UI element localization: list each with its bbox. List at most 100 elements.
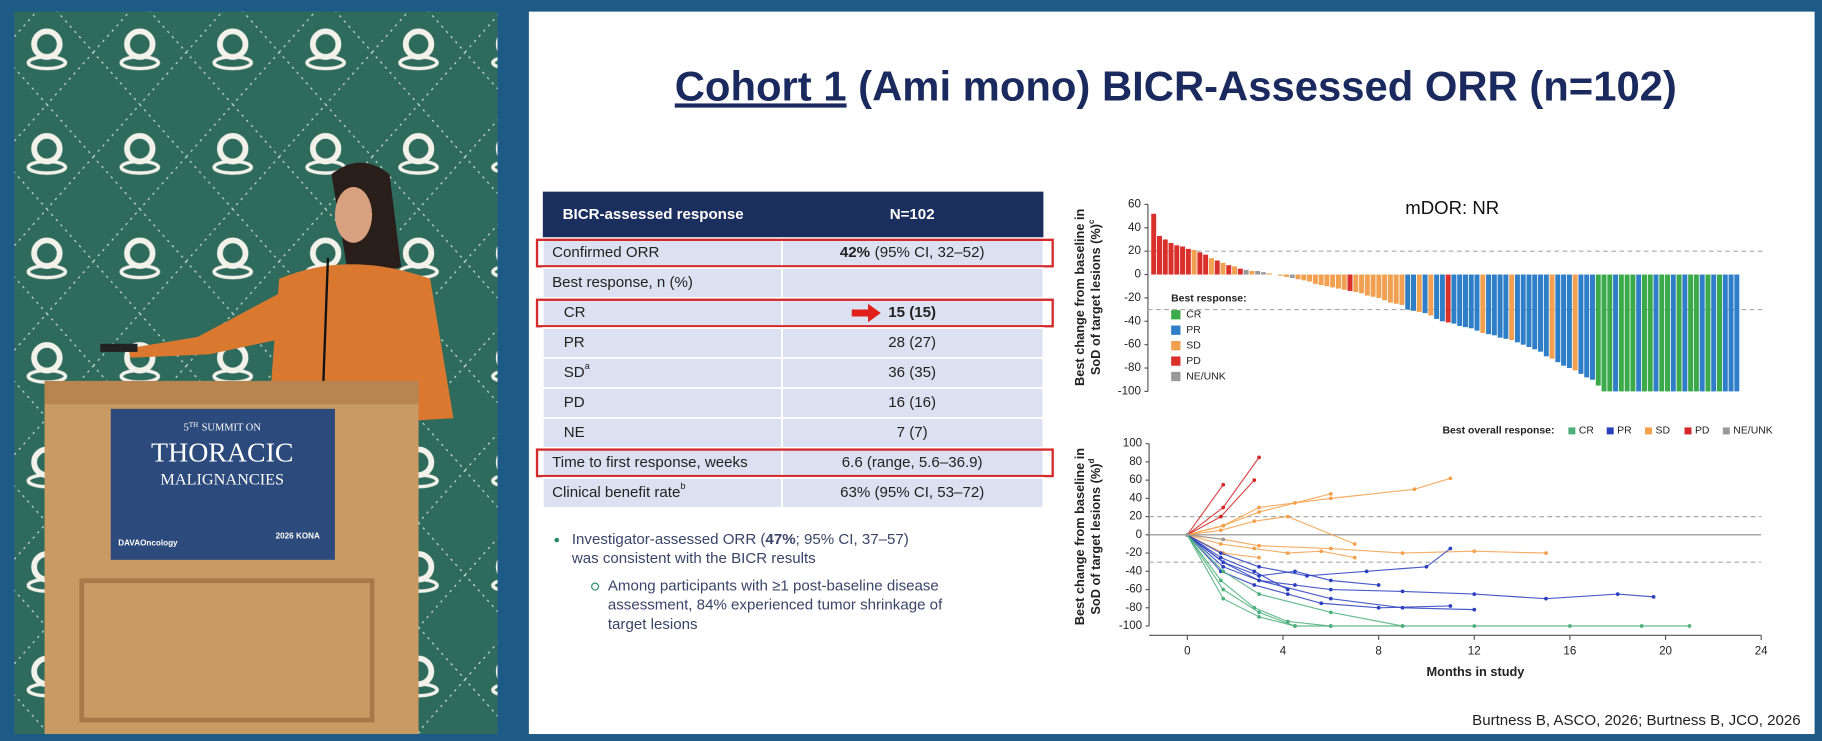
spider-point: [1651, 594, 1656, 599]
bar: [1693, 274, 1699, 392]
spider-point: [1293, 569, 1297, 574]
table-header: BICR-assessed response: [563, 206, 744, 223]
sign-badge: 2026 KONA: [276, 532, 320, 541]
bar: [1607, 274, 1613, 392]
bar: [1162, 239, 1168, 275]
spider-point: [1448, 604, 1453, 608]
row-value: 42% (95% CI, 32–52): [840, 244, 985, 261]
bar: [1474, 274, 1480, 331]
value-text: 42%: [840, 244, 871, 261]
legend-label: NE/UNK: [1186, 371, 1225, 382]
spider-point: [1328, 578, 1333, 583]
bar: [1151, 213, 1157, 275]
bar: [1543, 274, 1549, 357]
legend-swatch: [1171, 356, 1181, 366]
bar: [1434, 274, 1440, 319]
spider-point: [1448, 546, 1453, 551]
y-label-line: Best change from baseline in: [1072, 209, 1087, 386]
value-text: 28 (27): [888, 334, 936, 351]
spider-point: [1472, 549, 1477, 554]
y-tick-label: -20: [1124, 291, 1141, 304]
bar: [1318, 274, 1324, 286]
spider-point: [1252, 569, 1257, 574]
bar: [1572, 274, 1578, 371]
sign-line2: THORACIC: [151, 438, 293, 469]
bar: [1393, 274, 1399, 304]
spider-point: [1424, 564, 1429, 569]
spider-point: [1221, 560, 1226, 565]
y-tick-label: 100: [1123, 437, 1142, 450]
row-label: Best response, n (%): [552, 274, 693, 291]
spider-point: [1257, 510, 1261, 514]
spider-point: [1615, 592, 1620, 596]
bar: [1636, 274, 1642, 392]
spider-point: [1221, 505, 1226, 510]
spider-point: [1221, 569, 1226, 574]
podium-top: [44, 380, 419, 405]
y-label-sup: d: [1087, 459, 1096, 464]
spider-point: [1257, 564, 1261, 569]
bar: [1457, 274, 1463, 326]
row-value: 7 (7): [897, 424, 928, 441]
value-text: 16 (16): [888, 394, 936, 411]
bar: [1289, 274, 1295, 279]
y-tick-label: 60: [1128, 197, 1141, 210]
y-label-line: Best change from baseline in: [1072, 448, 1087, 625]
spider-line: [1187, 534, 1355, 559]
spider-point: [1328, 496, 1333, 501]
y-tick-label: -100: [1118, 384, 1141, 397]
table-cell: [541, 387, 783, 419]
row-value: 16 (16): [888, 394, 936, 411]
bar: [1665, 274, 1671, 392]
row-value: 36 (35): [888, 364, 936, 381]
spider-point: [1285, 619, 1290, 624]
spider-point: [1218, 578, 1223, 583]
bar: [1705, 274, 1711, 392]
face: [334, 186, 373, 243]
sub-bullet: [591, 582, 600, 591]
spider-point: [1328, 610, 1333, 615]
spider-point: [1352, 542, 1357, 546]
row-label: PR: [564, 334, 585, 351]
table-header-bg: [542, 191, 1044, 239]
spider-point: [1328, 624, 1333, 628]
bar: [1734, 274, 1740, 392]
spider-point: [1376, 583, 1381, 587]
bar: [1439, 274, 1445, 322]
y-tick-label: -80: [1125, 601, 1142, 614]
spider-point: [1285, 587, 1290, 592]
y-axis-label: Best change from baseline in SoD of targe…: [1072, 448, 1103, 625]
row-label: Clinical benefit rateb: [552, 481, 685, 500]
row-label: PD: [564, 394, 585, 411]
title-part: Cohort 1: [675, 62, 847, 109]
bar: [1717, 274, 1722, 392]
bar: [1676, 274, 1682, 392]
bar: [1197, 252, 1203, 275]
highlight-box: [535, 238, 1054, 268]
value-text: 15 (15): [888, 304, 936, 321]
y-label-text: SoD of target lesions (%): [1088, 464, 1103, 615]
bar: [1647, 274, 1653, 392]
table-cell: [781, 417, 1045, 449]
spider-point: [1293, 583, 1297, 587]
bar: [1232, 266, 1238, 275]
spider-point: [1252, 605, 1257, 610]
label-text: NE: [564, 424, 585, 441]
bar: [1249, 271, 1255, 275]
spider-point: [1218, 514, 1223, 519]
x-tick-label: 8: [1375, 645, 1381, 658]
spider-point: [1687, 624, 1692, 628]
y-tick-label: -100: [1119, 619, 1142, 632]
x-tick-label: 0: [1184, 645, 1190, 658]
row-value: 6.6 (range, 5.6–36.9): [842, 454, 983, 471]
legend-swatch: [1171, 325, 1181, 335]
sign-line1: 5TH SUMMIT ON: [184, 421, 262, 434]
bar: [1630, 274, 1636, 392]
bar: [1624, 274, 1630, 392]
bar: [1428, 274, 1434, 316]
spider-point: [1218, 528, 1223, 533]
legend-title: Best response:: [1171, 293, 1246, 304]
highlight-box: [535, 298, 1054, 328]
value-text: 7 (7): [897, 424, 928, 441]
bar: [1312, 274, 1318, 284]
